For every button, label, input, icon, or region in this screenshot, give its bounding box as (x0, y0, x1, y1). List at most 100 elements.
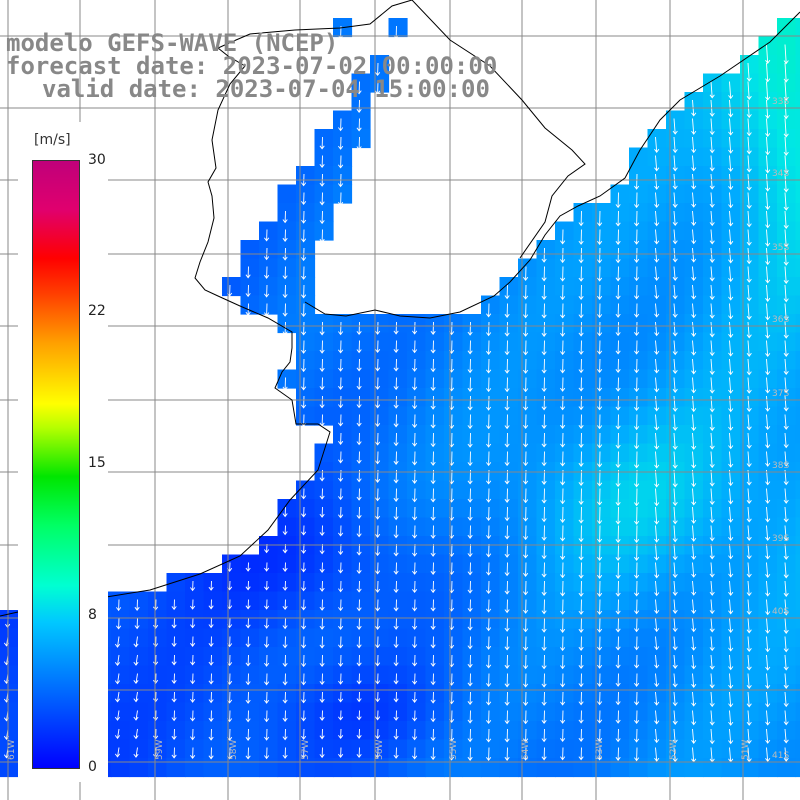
wind-speed-cell (666, 388, 686, 408)
wind-arrow (709, 673, 715, 689)
wind-arrow (654, 451, 660, 469)
wind-arrow (523, 580, 529, 596)
wind-arrow (245, 636, 251, 648)
wind-speed-cell (647, 647, 667, 667)
wind-arrow (114, 636, 121, 648)
wind-speed-cell (240, 647, 260, 667)
wind-speed-cell (388, 351, 408, 371)
wind-speed-cell (629, 739, 649, 759)
wind-speed-cell (592, 758, 612, 778)
wind-arrow (245, 728, 251, 741)
wind-arrow (597, 266, 603, 282)
wind-arrow (615, 599, 621, 615)
wind-speed-cell (333, 332, 353, 352)
wind-arrow (282, 654, 288, 668)
wind-arrow (430, 340, 436, 354)
wind-speed-cell (629, 610, 649, 630)
wind-speed-cell (777, 55, 797, 75)
wind-arrow (765, 210, 771, 229)
wind-speed-cell (721, 203, 741, 223)
wind-arrow (208, 691, 214, 704)
wind-speed-cell (351, 610, 371, 630)
wind-arrow (541, 562, 547, 578)
wind-arrow (338, 636, 344, 649)
wind-speed-cell (499, 351, 519, 371)
wind-speed-cell (388, 554, 408, 574)
wind-speed-cell (407, 406, 427, 426)
wind-arrow (393, 395, 399, 409)
wind-speed-cell (721, 721, 741, 741)
wind-arrow (114, 710, 121, 721)
wind-speed-cell (296, 166, 316, 186)
wind-arrow (709, 599, 715, 615)
wind-arrow (338, 432, 344, 445)
wind-arrow (430, 395, 436, 410)
wind-speed-cell (425, 480, 445, 500)
wind-arrow (709, 432, 715, 450)
wind-arrow (541, 673, 547, 688)
wind-arrow (504, 358, 510, 374)
wind-speed-cell (647, 129, 667, 149)
wind-arrow (319, 673, 325, 686)
wind-arrow (133, 747, 139, 758)
wind-arrow (615, 395, 621, 411)
wind-speed-cell (259, 277, 279, 297)
wind-speed-cell (462, 628, 482, 648)
wind-speed-cell (407, 758, 427, 778)
wind-arrow (486, 599, 492, 613)
wind-speed-cell (684, 258, 704, 278)
wind-speed-cell (647, 758, 667, 778)
wind-arrow (728, 173, 734, 191)
wind-arrow (430, 747, 436, 761)
wind-speed-cell (666, 610, 686, 630)
wind-arrow (691, 525, 697, 542)
wind-speed-cell (610, 499, 630, 519)
wind-speed-cell (573, 314, 593, 334)
wind-speed-cell (351, 369, 371, 389)
wind-speed-cell (740, 147, 760, 167)
wind-arrow (578, 303, 584, 319)
wind-speed-cell (610, 406, 630, 426)
wind-arrow (375, 395, 381, 409)
wind-arrow (412, 358, 418, 372)
wind-arrow (301, 728, 307, 740)
wind-arrow (114, 654, 121, 667)
wind-speed-cell (740, 499, 760, 519)
latitude-label: 38S (772, 461, 789, 471)
wind-arrow (153, 747, 159, 759)
wind-arrow (654, 747, 660, 762)
wind-arrow (746, 136, 752, 155)
wind-arrow (765, 99, 771, 119)
wind-speed-cell (555, 758, 575, 778)
wind-speed-cell (795, 73, 800, 93)
wind-arrow (560, 728, 566, 743)
wind-speed-cell (462, 517, 482, 537)
wind-arrow (783, 44, 789, 65)
wind-speed-cell (425, 314, 445, 334)
wind-speed-cell (684, 166, 704, 186)
wind-speed-cell (703, 480, 723, 500)
wind-arrow (691, 488, 697, 506)
wind-speed-cell (647, 573, 667, 593)
wind-speed-cell (111, 610, 131, 630)
wind-arrow (728, 395, 734, 413)
wind-arrow (691, 229, 697, 245)
wind-speed-cell (721, 332, 741, 352)
wind-arrow (245, 599, 251, 610)
wind-arrow (523, 728, 529, 743)
wind-arrow (597, 543, 603, 561)
wind-speed-cell (407, 443, 427, 463)
wind-speed-cell (277, 554, 297, 574)
wind-arrow (709, 636, 715, 652)
wind-speed-cell (259, 536, 279, 556)
wind-speed-cell (592, 351, 612, 371)
wind-speed-cell (425, 388, 445, 408)
wind-arrow (375, 451, 381, 465)
wind-speed-cell (795, 184, 800, 204)
wind-speed-cell (185, 628, 205, 648)
wind-speed-cell (629, 332, 649, 352)
wind-arrow (356, 488, 362, 501)
wind-arrow (560, 710, 566, 724)
wind-speed-cell (351, 665, 371, 685)
